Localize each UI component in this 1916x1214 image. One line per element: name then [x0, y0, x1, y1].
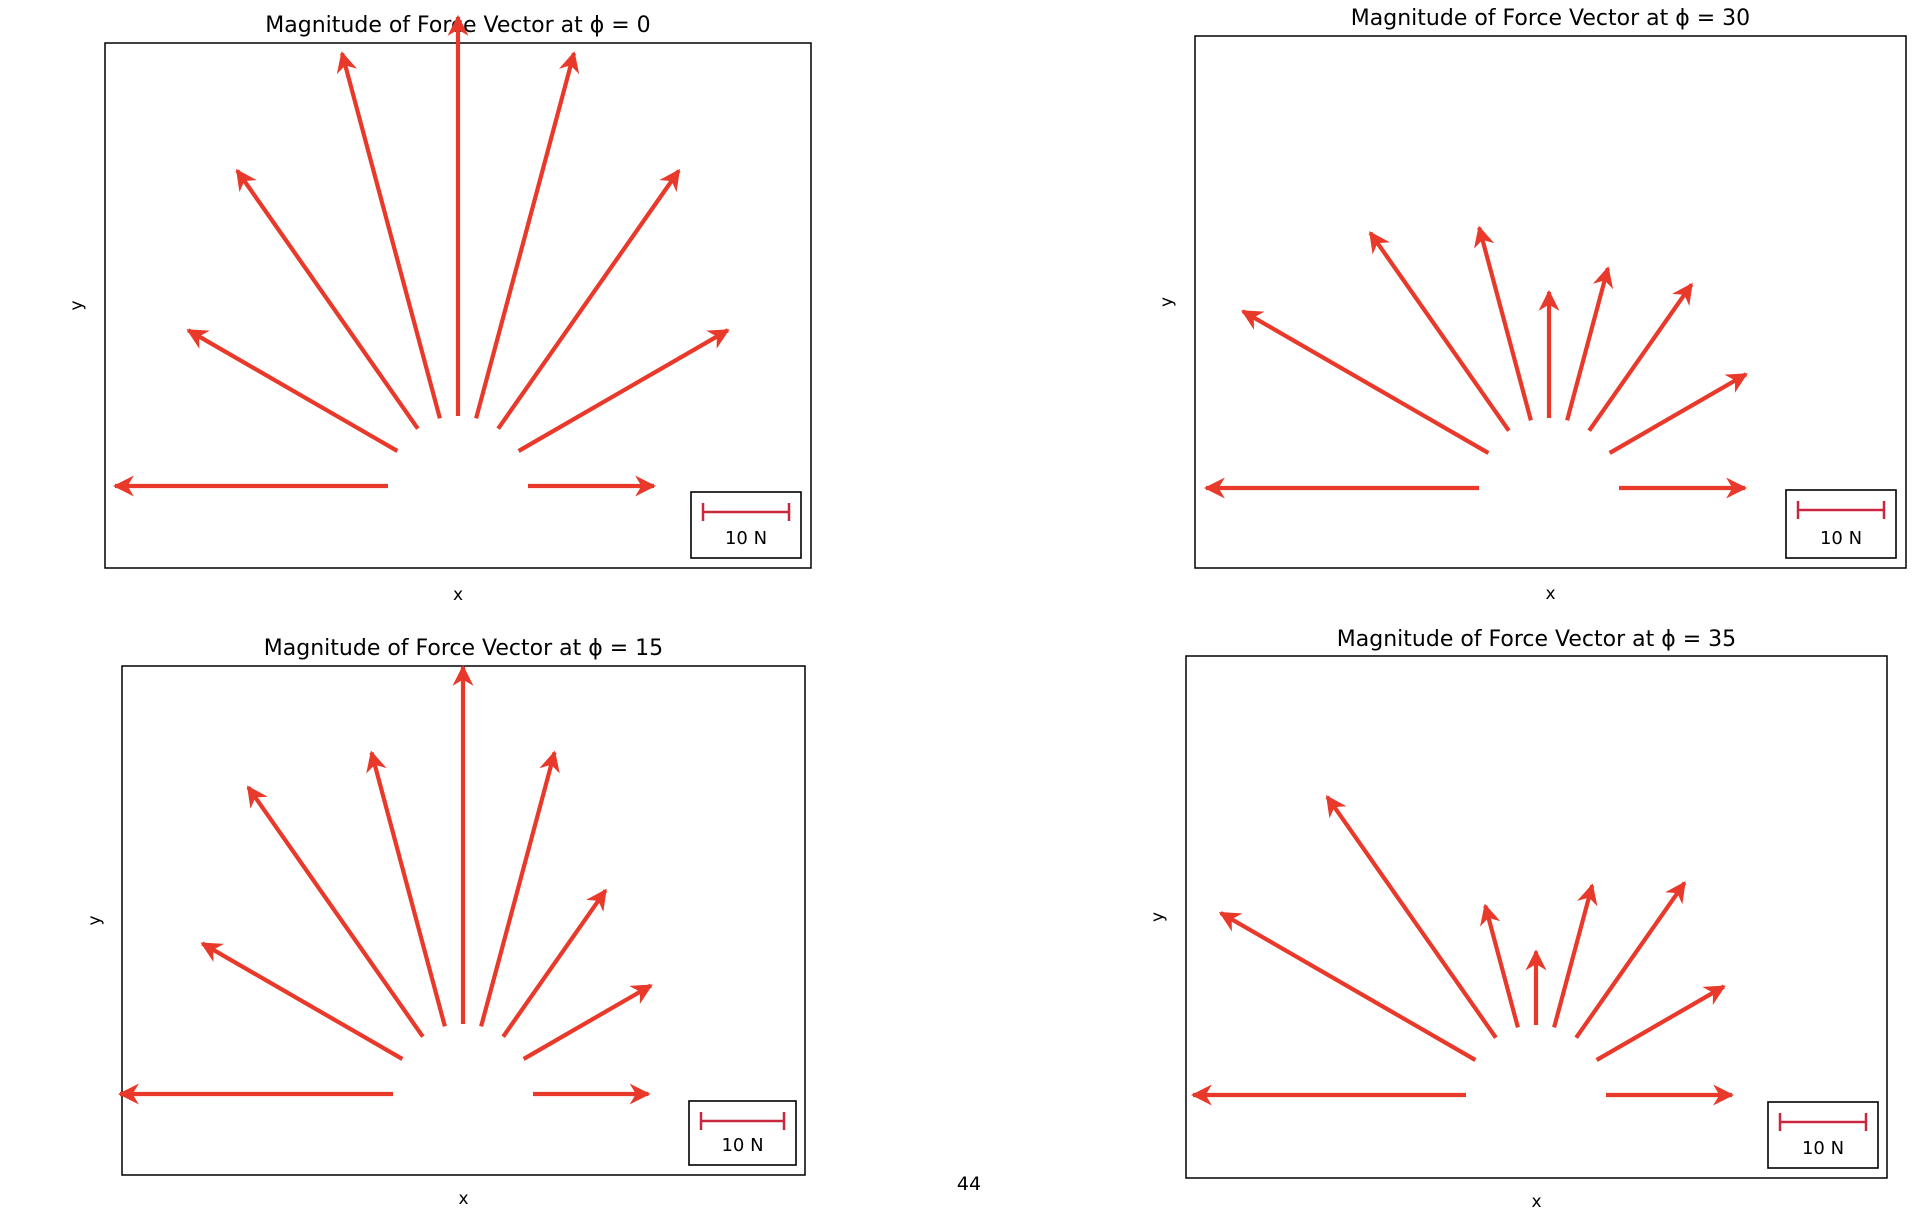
y-axis-label: y [85, 915, 105, 925]
scale-bar-legend: 10 N [688, 1100, 797, 1166]
axes-frame [1194, 35, 1907, 569]
plot-title: Magnitude of Force Vector at ϕ = 30 [1351, 6, 1750, 31]
force-vector-arrow [474, 51, 580, 419]
x-axis-label: x [1531, 1192, 1541, 1212]
legend-box [1785, 489, 1897, 559]
force-vector-arrow [1480, 903, 1520, 1028]
legend-box [690, 491, 802, 559]
plot-title: Magnitude of Force Vector at ϕ = 15 [264, 636, 663, 661]
force-vector-arrow [1608, 372, 1748, 455]
force-vector-arrow [366, 750, 447, 1027]
quiver-plot-4: Magnitude of Force Vector at ϕ = 35 x y 10 … [1148, 627, 1888, 1212]
page-number: 44 [957, 1173, 981, 1195]
force-vector-arrow [1574, 881, 1687, 1039]
force-vector-arrow [186, 328, 399, 453]
y-axis-label: y [1148, 912, 1168, 922]
scale-bar-label: 10 N [721, 1135, 763, 1156]
scale-bar-label: 10 N [725, 528, 767, 549]
legend-box [688, 1100, 797, 1166]
axes-frame [1185, 655, 1888, 1179]
scale-bar-legend: 10 N [690, 491, 802, 559]
force-vector-arrow [1325, 795, 1498, 1039]
force-vector-arrow [479, 750, 560, 1027]
x-axis-label: x [458, 1189, 468, 1209]
force-vector-arrow [501, 888, 608, 1038]
x-axis-label: x [1545, 584, 1555, 604]
force-vector-arrow [1368, 231, 1511, 432]
force-vector-arrow [1241, 309, 1490, 455]
force-vector-arrow [517, 328, 730, 453]
scale-bar-label: 10 N [1820, 528, 1862, 549]
y-axis-label: y [67, 300, 87, 310]
force-vector-arrow [1473, 225, 1533, 421]
scale-bar-label: 10 N [1802, 1138, 1844, 1159]
force-vector-arrow [522, 983, 653, 1061]
scale-bar-legend: 10 N [1785, 489, 1897, 559]
quiver-plot-3: Magnitude of Force Vector at ϕ = 15 x y 10 … [85, 636, 806, 1209]
force-vector-arrow [200, 941, 404, 1061]
force-vector-arrow [235, 168, 420, 430]
force-vector-arrow [246, 785, 425, 1038]
force-vector-arrow [1595, 984, 1726, 1062]
force-vector-arrow [1565, 266, 1614, 421]
y-axis-label: y [1157, 297, 1177, 307]
force-vector-arrow [336, 51, 442, 419]
quiver-plot-2: Magnitude of Force Vector at ϕ = 30 x y 10 … [1157, 6, 1907, 604]
force-vector-arrow [496, 168, 681, 430]
force-vector-arrow [1218, 911, 1477, 1062]
x-axis-label: x [453, 585, 463, 605]
force-vector-arrow [1587, 282, 1694, 432]
plot-title: Magnitude of Force Vector at ϕ = 35 [1337, 627, 1736, 652]
force-vector-arrow [1552, 883, 1598, 1028]
scale-bar-legend: 10 N [1767, 1101, 1879, 1169]
legend-box [1767, 1101, 1879, 1169]
